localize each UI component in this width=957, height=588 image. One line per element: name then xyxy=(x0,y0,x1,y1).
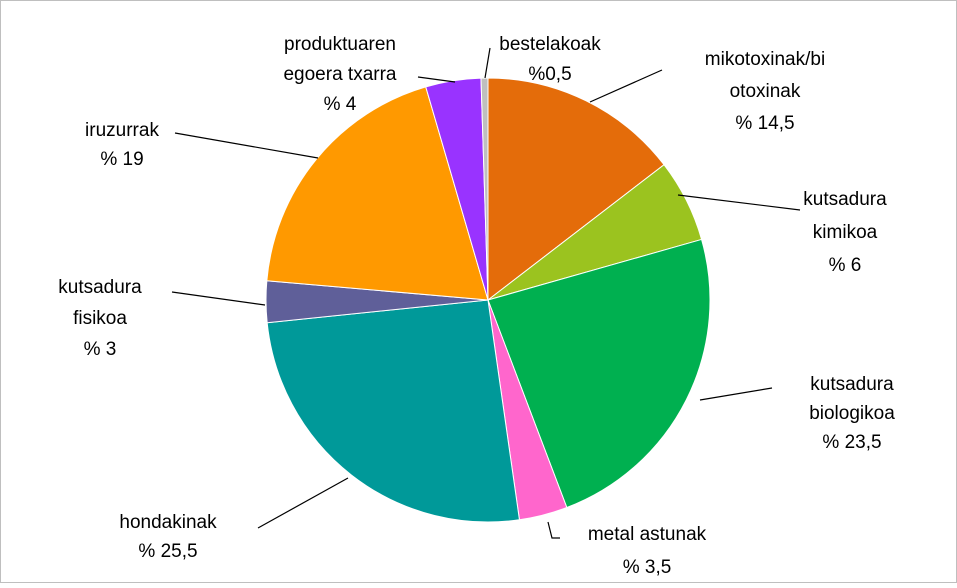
slice-label: mikotoxinak/bi xyxy=(705,49,825,70)
slice-label: biologikoa xyxy=(809,403,895,424)
slice-label: kutsadura xyxy=(810,374,894,395)
value-label: % 6 xyxy=(829,255,862,276)
pie-slice xyxy=(266,86,489,301)
slice-label: otoxinak xyxy=(730,81,801,102)
leader-line xyxy=(257,477,349,529)
value-label: % 14,5 xyxy=(735,113,794,134)
slice-label: kutsadura xyxy=(803,189,887,210)
value-label: % 23,5 xyxy=(822,432,881,453)
slice-label: fisikoa xyxy=(73,308,127,329)
pie-slice xyxy=(480,77,489,301)
slice-label: bestelakoak xyxy=(499,34,601,55)
leader-line xyxy=(677,194,801,211)
slice-label: kutsadura xyxy=(58,277,142,298)
slice-label: metal astunak xyxy=(588,524,707,545)
leader-line xyxy=(699,387,773,401)
value-label: % 3,5 xyxy=(623,557,672,578)
pie-slice xyxy=(487,77,665,302)
slice-label: produktuaren xyxy=(284,34,396,55)
leader-line xyxy=(171,291,266,306)
leader-line xyxy=(547,521,560,539)
value-label: %0,5 xyxy=(528,64,571,85)
pie-slice xyxy=(487,238,711,509)
pie-slice xyxy=(266,299,521,523)
leader-line xyxy=(589,69,663,103)
leader-line xyxy=(484,47,491,79)
value-label: % 19 xyxy=(100,149,143,170)
leader-line xyxy=(174,132,319,159)
slice-label: kimikoa xyxy=(813,222,878,243)
slice-label: egoera txarra xyxy=(283,64,396,85)
value-label: % 4 xyxy=(324,94,357,115)
leader-line xyxy=(417,76,456,83)
value-label: % 25,5 xyxy=(138,541,197,562)
slice-label: iruzurrak xyxy=(85,120,159,141)
value-label: % 3 xyxy=(84,339,117,360)
slice-label: hondakinak xyxy=(119,512,217,533)
